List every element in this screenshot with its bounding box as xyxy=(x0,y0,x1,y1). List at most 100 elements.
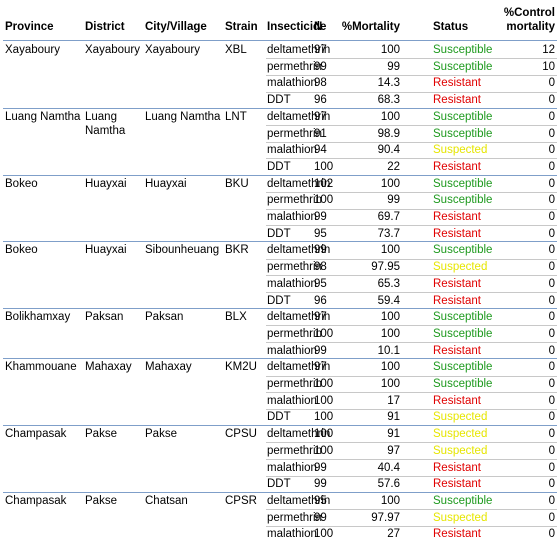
control-mortality: 0 xyxy=(548,261,555,274)
control-mortality: 0 xyxy=(548,394,555,407)
insecticide: deltamethrin xyxy=(267,311,331,324)
row-rule xyxy=(266,325,557,327)
city-village: Paksan xyxy=(145,311,184,324)
column-header: %Control mortality xyxy=(503,7,555,33)
mortality: 98.9 xyxy=(377,127,400,140)
status: Resistant xyxy=(433,461,481,474)
insecticide: malathion xyxy=(267,277,317,290)
mortality: 91 xyxy=(387,428,400,441)
control-mortality: 0 xyxy=(548,277,555,290)
control-mortality: 12 xyxy=(542,44,555,56)
control-mortality: 0 xyxy=(548,311,555,324)
mortality: 69.7 xyxy=(377,211,400,223)
status: Susceptible xyxy=(433,244,493,257)
sample-size: 91 xyxy=(314,127,327,140)
sample-size: 95 xyxy=(314,277,327,290)
status: Susceptible xyxy=(433,327,493,340)
insecticide: permethrin xyxy=(267,127,322,140)
strain: BLX xyxy=(225,311,247,324)
sample-size: 97 xyxy=(314,110,327,123)
status: Resistant xyxy=(433,478,481,491)
status: Resistant xyxy=(433,160,481,173)
strain: LNT xyxy=(225,110,247,123)
row-rule xyxy=(266,74,557,76)
mortality: 100 xyxy=(380,311,400,324)
district: Pakse xyxy=(85,494,117,507)
header-rule xyxy=(3,40,557,41)
mortality: 100 xyxy=(380,494,400,507)
mortality: 90.4 xyxy=(377,144,400,157)
status: Suspected xyxy=(433,261,488,274)
control-mortality: 0 xyxy=(548,494,555,507)
sample-size: 100 xyxy=(314,378,334,390)
status: Suspected xyxy=(433,411,488,424)
insecticide: malathion xyxy=(267,394,317,407)
mortality: 10.1 xyxy=(377,344,400,357)
sample-size: 98 xyxy=(314,261,327,274)
district: Pakse xyxy=(85,428,117,441)
city-village: Luang Namtha xyxy=(145,110,221,123)
mortality: 100 xyxy=(380,177,400,190)
status: Resistant xyxy=(433,277,481,290)
insecticide: malathion xyxy=(267,77,317,90)
control-mortality: 0 xyxy=(548,528,555,541)
mortality: 100 xyxy=(380,244,400,257)
insecticide: malathion xyxy=(267,211,317,223)
row-rule xyxy=(266,292,557,293)
row-rule xyxy=(266,275,557,277)
row-rule xyxy=(266,191,557,193)
sample-size: 95 xyxy=(314,227,327,240)
insecticide: deltamethrin xyxy=(267,428,331,441)
province: Bolikhamxay xyxy=(5,311,71,324)
control-mortality: 0 xyxy=(548,94,555,107)
row-rule xyxy=(266,125,557,126)
province: Xayaboury xyxy=(5,44,60,56)
district: Huayxai xyxy=(85,244,127,257)
control-mortality: 0 xyxy=(548,194,555,207)
row-rule xyxy=(266,392,557,394)
column-header: %Mortality xyxy=(341,21,400,33)
insecticide: permethrin xyxy=(267,261,322,274)
city-village: Chatsan xyxy=(145,494,188,507)
insecticide: deltamethrin xyxy=(267,110,331,123)
mortality: 91 xyxy=(387,411,400,424)
status: Resistant xyxy=(433,344,481,357)
column-header: Strain xyxy=(225,21,258,33)
mortality: 22 xyxy=(387,160,400,173)
row-rule xyxy=(266,158,557,160)
insecticide: DDT xyxy=(267,478,291,491)
column-header: Insecticide xyxy=(267,21,327,33)
insecticide: malathion xyxy=(267,344,317,357)
row-rule xyxy=(266,91,557,93)
insecticide: DDT xyxy=(267,411,291,424)
control-mortality: 0 xyxy=(548,378,555,390)
status: Susceptible xyxy=(433,177,493,190)
column-header: Province xyxy=(5,21,54,33)
row-rule xyxy=(266,408,557,410)
sample-size: 97 xyxy=(314,311,327,324)
mortality: 17 xyxy=(387,394,400,407)
sample-size: 99 xyxy=(314,60,327,73)
control-mortality: 0 xyxy=(548,428,555,441)
status: Susceptible xyxy=(433,311,493,324)
insecticide: permethrin xyxy=(267,327,322,340)
row-rule xyxy=(266,475,557,477)
insecticide: malathion xyxy=(267,528,317,541)
status: Susceptible xyxy=(433,127,493,140)
group-rule xyxy=(3,358,557,360)
mortality: 99 xyxy=(387,194,400,207)
control-mortality: 0 xyxy=(548,127,555,140)
sample-size: 98 xyxy=(314,77,327,90)
province: Champasak xyxy=(5,428,67,441)
group-rule xyxy=(3,308,557,310)
status: Susceptible xyxy=(433,44,493,56)
city-village: Huayxai xyxy=(145,177,187,190)
control-mortality: 0 xyxy=(548,411,555,424)
status: Suspected xyxy=(433,444,488,457)
sample-size: 99 xyxy=(314,478,327,491)
mortality: 73.7 xyxy=(377,227,400,240)
province: Bokeo xyxy=(5,244,38,257)
insecticide: deltamethrin xyxy=(267,361,331,374)
group-rule xyxy=(3,241,557,243)
